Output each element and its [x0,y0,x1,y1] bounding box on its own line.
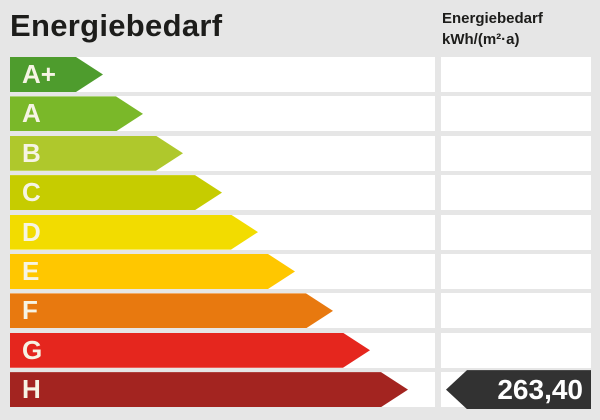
band-letter-d: D [22,216,41,247]
band-letter-f: F [22,295,38,326]
row-track-right [441,57,591,92]
energy-scale: A+ A B C D E F G H 263,40 [0,57,600,412]
unit-header: Energiebedarf kWh/(m²·a) [442,8,543,50]
band-arrow-h: H [10,372,408,407]
band-arrow-c: C [10,175,222,210]
page-title: Energiebedarf [10,8,223,43]
scale-row-g: G [0,332,600,368]
band-letter-c: C [22,177,41,208]
band-arrow-b: B [10,136,183,171]
band-arrow-f: F [10,293,333,328]
row-track-right [441,293,591,329]
scale-row-e: E [0,253,600,289]
band-arrow-d: D [10,215,258,250]
band-letter-h: H [22,374,41,405]
row-track-right [441,175,591,211]
row-track-right [441,253,591,289]
scale-row-d: D [0,214,600,250]
band-arrow-a: A [10,96,143,131]
band-letter-b: B [22,137,41,168]
row-track-right [441,96,591,132]
band-letter-e: E [22,255,40,286]
row-track-right [441,214,591,250]
scale-row-a: A [0,96,600,132]
band-letter-g: G [22,334,43,365]
scale-row-h: H 263,40 [0,370,600,410]
band-arrow-g: G [10,333,370,368]
row-track-right [441,332,591,368]
scale-row-aplus: A+ [0,57,600,92]
scale-row-c: C [0,175,600,211]
row-track-right [441,135,591,171]
band-letter-aplus: A+ [22,59,56,89]
unit-header-title: Energiebedarf [442,10,543,27]
scale-row-b: B [0,135,600,171]
scale-row-f: F [0,293,600,329]
band-arrow-e: E [10,254,295,289]
unit-header-unit: kWh/(m²·a) [442,31,520,48]
value-marker: 263,40 [446,370,591,410]
band-letter-a: A [22,98,41,129]
